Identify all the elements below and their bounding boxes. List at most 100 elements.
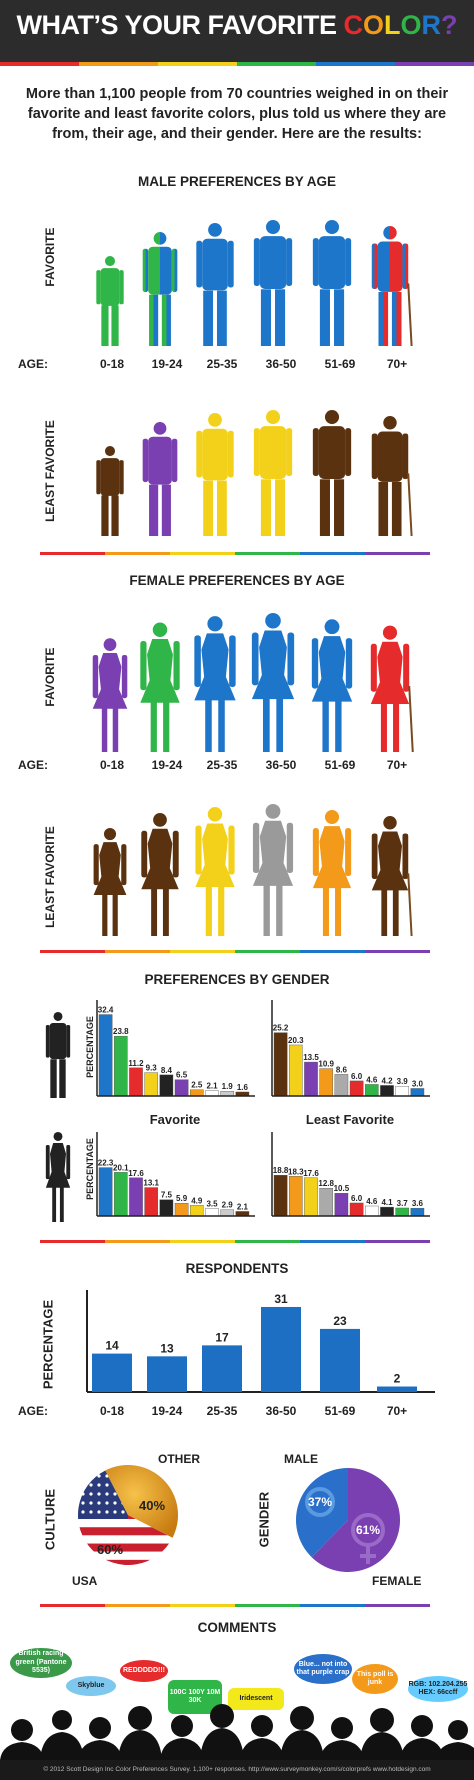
page-title: WHAT’S YOUR FAVORITE COLOR? bbox=[16, 10, 458, 40]
respondents-ylabel: PERCENTAGE bbox=[40, 1299, 56, 1390]
bar-value-label: 10.5 bbox=[334, 1184, 350, 1193]
male-favorite-bar-chart: 32.4 23.8 11.29.3 8.46.52.5 2.1 1.9 1.6 bbox=[96, 1000, 255, 1097]
bar bbox=[364, 1205, 379, 1217]
person-silhouette-icon bbox=[195, 807, 235, 936]
age-label: AGE: bbox=[18, 1404, 48, 1418]
bar bbox=[319, 1188, 333, 1217]
gender-pie-chart: 37% 61% bbox=[296, 1468, 400, 1572]
age-tick: 36-50 bbox=[265, 758, 297, 772]
respondents-tick: 70+ bbox=[386, 1404, 408, 1418]
bar bbox=[304, 1061, 318, 1097]
bar-value-label: 5.9 bbox=[176, 1194, 188, 1203]
bar-value-label: 8.6 bbox=[336, 1065, 348, 1074]
person-silhouette-icon bbox=[194, 616, 236, 752]
bar bbox=[319, 1068, 333, 1097]
respondents-bar bbox=[92, 1353, 132, 1392]
bar bbox=[205, 1090, 219, 1097]
bar bbox=[114, 1035, 128, 1097]
bar bbox=[380, 1085, 394, 1097]
person-silhouette-icon bbox=[253, 410, 293, 536]
bar-value-label: 3.6 bbox=[412, 1199, 424, 1208]
rainbow-divider bbox=[40, 1604, 430, 1607]
crowd-silhouette-icon bbox=[0, 1704, 474, 1760]
intro-text: More than 1,100 people from 70 countries… bbox=[25, 86, 449, 142]
bar bbox=[289, 1044, 303, 1097]
bar-value-label: 3.9 bbox=[397, 1077, 409, 1086]
bar-value-label: 2.1 bbox=[237, 1202, 249, 1211]
bar bbox=[144, 1072, 158, 1097]
female-silhouette-icon bbox=[45, 1132, 71, 1222]
respondents-bar bbox=[377, 1386, 417, 1392]
respondents-bar-chart: 14 13 17 31 23 2 bbox=[86, 1290, 435, 1393]
bar bbox=[395, 1207, 409, 1217]
bar-value-label: 13.1 bbox=[143, 1179, 159, 1188]
person-silhouette-icon bbox=[142, 232, 178, 346]
title-letter: O bbox=[362, 10, 384, 40]
respondents-tick: 51-69 bbox=[324, 1404, 356, 1418]
age-tick: 70+ bbox=[386, 758, 408, 772]
gender-section-title: PREFERENCES BY GENDER bbox=[144, 972, 330, 987]
bar-value-label: 4.2 bbox=[381, 1076, 393, 1085]
bar-value-label: 6.0 bbox=[351, 1072, 363, 1081]
culture-usa-label: USA bbox=[72, 1574, 98, 1588]
bar-value-label: 2.1 bbox=[206, 1082, 218, 1091]
title-letter: ? bbox=[441, 10, 458, 40]
age-tick: 0-18 bbox=[99, 357, 125, 371]
female-favorite-bar-chart: 22.320.117.613.17.5 5.9 4.9 3.5 2.9 2.1 bbox=[96, 1132, 255, 1217]
person-silhouette-icon bbox=[196, 223, 234, 346]
bar-value-label: 17.6 bbox=[128, 1169, 144, 1178]
bar-value-label: 32.4 bbox=[98, 1006, 114, 1015]
bar-value-label: 18.3 bbox=[288, 1167, 304, 1176]
bar-value-label: 3.0 bbox=[412, 1079, 424, 1088]
header: WHAT’S YOUR FAVORITE COLOR? bbox=[0, 0, 474, 62]
bar bbox=[364, 1084, 379, 1097]
respondents-value-label: 17 bbox=[215, 1330, 229, 1344]
bar-value-label: 20.3 bbox=[288, 1036, 304, 1045]
female-favorite-label: FAVORITE bbox=[43, 647, 57, 707]
bar-value-label: 17.6 bbox=[303, 1169, 319, 1178]
bar bbox=[174, 1202, 189, 1217]
person-silhouette-icon bbox=[45, 1132, 71, 1222]
age-tick: 19-24 bbox=[151, 758, 183, 772]
bar bbox=[304, 1177, 318, 1217]
age-tick: 70+ bbox=[386, 357, 408, 371]
comments-title: COMMENTS bbox=[197, 1620, 277, 1635]
rainbow-divider bbox=[40, 950, 430, 953]
age-tick: 0-18 bbox=[99, 758, 125, 772]
female-age-row: AGE: 0-18 19-24 25-35 36-50 51-69 70+ bbox=[0, 758, 474, 774]
age-label: AGE: bbox=[18, 357, 48, 371]
bar bbox=[273, 1032, 288, 1097]
bar-value-label: 13.5 bbox=[303, 1053, 319, 1062]
person-silhouette-icon bbox=[141, 813, 179, 936]
bar bbox=[349, 1202, 364, 1217]
bar-value-label: 1.6 bbox=[237, 1083, 249, 1092]
title-letter: O bbox=[400, 10, 422, 40]
bar bbox=[380, 1206, 394, 1217]
age-tick: 25-35 bbox=[206, 758, 238, 772]
rainbow-divider bbox=[40, 552, 430, 555]
female-section-title: FEMALE PREFERENCES BY AGE bbox=[129, 573, 345, 588]
person-silhouette-icon bbox=[371, 226, 413, 347]
age-tick: 51-69 bbox=[324, 758, 356, 772]
age-label: AGE: bbox=[18, 758, 48, 772]
respondents-value-label: 23 bbox=[333, 1314, 347, 1328]
person-silhouette-icon bbox=[312, 810, 352, 936]
bar bbox=[189, 1089, 204, 1097]
bar-value-label: 4.6 bbox=[366, 1197, 378, 1206]
respondents-tick: 36-50 bbox=[265, 1404, 297, 1418]
title-letter: L bbox=[384, 10, 401, 40]
favorite-caption: Favorite bbox=[149, 1112, 201, 1127]
pie-slice-other bbox=[105, 1465, 178, 1538]
bar bbox=[395, 1085, 409, 1097]
respondents-value-label: 13 bbox=[160, 1341, 174, 1355]
bar-value-label: 3.5 bbox=[206, 1199, 218, 1208]
person-silhouette-icon bbox=[96, 446, 124, 536]
comment-bubble: This poll is junk bbox=[352, 1664, 398, 1694]
bar-value-label: 18.8 bbox=[273, 1166, 289, 1175]
bar bbox=[334, 1192, 349, 1217]
bar bbox=[174, 1079, 189, 1097]
female-least-bar-chart: 18.8 18.3 17.612.810.56.0 4.6 4.1 3.7 3.6 bbox=[271, 1132, 430, 1217]
bar-value-label: 23.8 bbox=[113, 1027, 129, 1036]
bar-value-label: 9.3 bbox=[146, 1064, 158, 1073]
bar bbox=[144, 1187, 158, 1217]
